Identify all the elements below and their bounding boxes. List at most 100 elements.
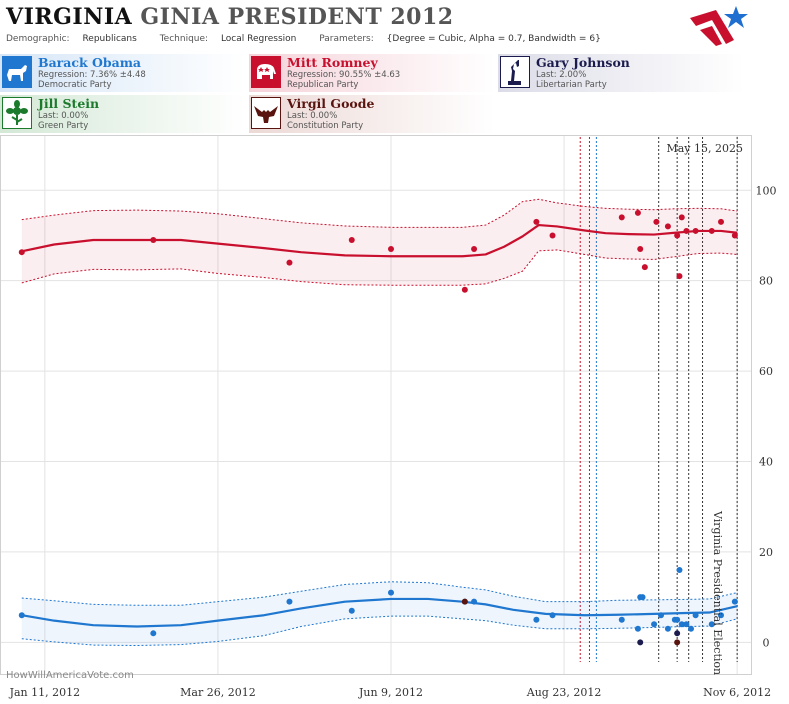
technique-value: Local Regression (220, 34, 297, 44)
site-logo-icon (690, 6, 748, 46)
x-tick-label: Aug 23, 2012 (526, 686, 602, 699)
parameters-value: {Degree = Cubic, Alpha = 0.7, Bandwidth … (386, 34, 601, 44)
x-axis: Jan 11, 2012 Mar 26, 2012 Jun 9, 2012 Aug 2… (9, 686, 772, 699)
x-tick-label: Nov 6, 2012 (703, 686, 771, 699)
poll-point (549, 612, 556, 619)
confidence-upper-line (21, 198, 738, 228)
poll-point (688, 625, 694, 632)
poll-point (634, 209, 641, 216)
poll-point (683, 621, 690, 628)
technique-key: Technique: (159, 34, 209, 44)
demographic-key: Demographic: (6, 34, 70, 44)
poll-point (692, 612, 699, 619)
poll-point (533, 218, 540, 225)
confidence-band (21, 581, 738, 646)
poll-point (676, 567, 683, 574)
eagle-icon (251, 97, 281, 129)
poll-point (676, 273, 683, 280)
poll-point (641, 264, 648, 271)
poll-point (678, 214, 685, 221)
poll-point (664, 223, 671, 230)
chart-date: May 15, 2025 (666, 142, 743, 155)
candidate-name: Jill Stein (38, 96, 100, 111)
site-credit: HowWillAmericaVote.com (6, 670, 134, 681)
donkey-icon (2, 56, 32, 88)
poll-point (618, 616, 625, 623)
parameters-line: Demographic: Republicans Technique: Loca… (6, 34, 621, 44)
poll-point (692, 227, 699, 234)
trend-line (21, 597, 738, 628)
poll-point (674, 232, 681, 239)
green-flower-icon (2, 97, 32, 129)
poll-point (150, 630, 157, 637)
election-label: Virginia Presidential Election (711, 510, 724, 675)
poll-point (150, 236, 157, 243)
title-rest: GINIA PRESIDENT 2012 (140, 4, 454, 30)
title-state: VIRGINIA (6, 4, 133, 30)
poll-point (674, 630, 681, 637)
statue-of-liberty-icon (500, 56, 530, 88)
poll-chart: 0 20 40 60 80 100 Jan 11, 2012 Mar 26, 2012 Jun… (0, 135, 777, 699)
poll-point (18, 249, 25, 256)
candidate-name: Mitt Romney (287, 55, 378, 70)
x-tick-label: Mar 26, 2012 (180, 686, 256, 699)
trend-line (21, 223, 738, 258)
candidate-party: Libertarian Party (536, 80, 607, 90)
candidate-party: Green Party (38, 121, 89, 131)
candidate-card-romney[interactable]: Mitt Romney Regression: 90.55% ±4.63 Rep… (249, 54, 495, 92)
candidate-stat: Regression: 90.55% ±4.63 (287, 70, 401, 80)
y-tick-label: 80 (759, 275, 773, 288)
candidate-party: Democratic Party (38, 80, 112, 90)
poll-point (718, 218, 724, 225)
poll-point (634, 625, 641, 632)
poll-point (639, 594, 646, 601)
event-markers (579, 137, 738, 662)
poll-point (674, 639, 681, 646)
y-axis: 0 20 40 60 80 100 (756, 184, 777, 649)
poll-point (549, 232, 556, 239)
poll-point (348, 607, 355, 614)
poll-point (658, 612, 664, 619)
confidence-lower-line (21, 615, 738, 647)
poll-point (461, 598, 468, 605)
candidate-name: Barack Obama (38, 55, 142, 70)
candidate-stat: Last: 2.00% (536, 70, 587, 80)
poll-point (674, 616, 681, 623)
poll-point (533, 616, 540, 623)
parameters-key: Parameters: (319, 34, 374, 44)
candidate-name: Gary Johnson (536, 55, 630, 70)
poll-point (731, 598, 738, 605)
candidate-card-stein[interactable]: Jill Stein Last: 0.00% Green Party (0, 95, 246, 133)
poll-point (653, 218, 660, 225)
trend-lines (21, 223, 738, 628)
y-tick-label: 0 (763, 636, 770, 649)
poll-point (471, 598, 478, 605)
poll-point (664, 625, 671, 632)
poll-point (683, 227, 690, 234)
x-tick-label: Jun 9, 2012 (358, 686, 423, 699)
plot-frame (0, 135, 752, 675)
candidate-card-johnson[interactable]: Gary Johnson Last: 2.00% Libertarian Par… (498, 54, 744, 92)
confidence-lower-line (21, 249, 738, 286)
poll-point (471, 246, 478, 253)
poll-point (18, 612, 25, 619)
poll-point (678, 621, 685, 628)
poll-point (286, 598, 293, 605)
candidate-stat: Last: 0.00% (38, 111, 89, 121)
demographic-value: Republicans (82, 34, 137, 44)
y-tick-label: 60 (759, 365, 773, 378)
poll-point (618, 214, 625, 221)
y-tick-label: 20 (759, 546, 773, 559)
confidence-band (21, 199, 738, 286)
poll-point (651, 621, 658, 628)
y-tick-label: 100 (756, 184, 777, 197)
poll-point (718, 612, 724, 619)
candidate-card-goode[interactable]: Virgil Goode Last: 0.00% Constitution Pa… (249, 95, 495, 133)
poll-points (18, 209, 738, 646)
poll-point (388, 246, 394, 253)
y-tick-label: 40 (759, 456, 773, 469)
elephant-icon (251, 56, 281, 88)
candidate-name: Virgil Goode (287, 96, 375, 111)
poll-point (708, 227, 715, 234)
candidate-card-obama[interactable]: Barack Obama Regression: 7.36% ±4.48 Dem… (0, 54, 246, 92)
